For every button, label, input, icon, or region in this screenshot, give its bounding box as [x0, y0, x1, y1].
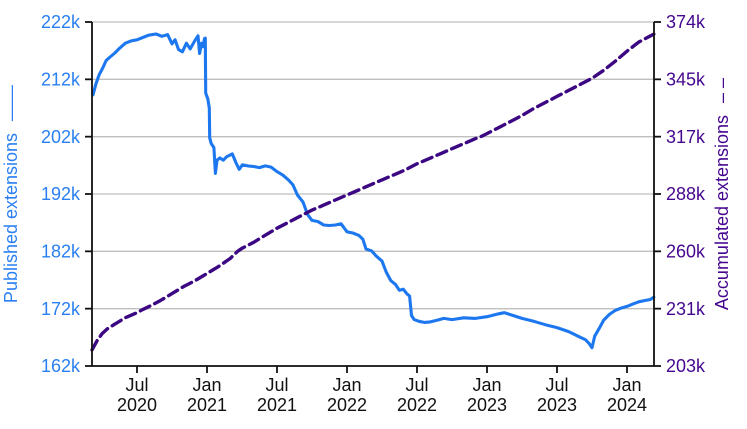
x-axis-tick-year: 2022: [327, 395, 367, 415]
dashed-line-legend-marker: – –: [712, 78, 732, 103]
x-axis-tick-year: 2023: [467, 395, 507, 415]
left-axis-title: Published extensions——: [1, 85, 21, 303]
x-axis-tick-month: Jul: [265, 375, 288, 395]
accumulated-extensions-line: [90, 32, 656, 352]
x-axis-tick-month: Jul: [125, 375, 148, 395]
tick-marks: [85, 21, 661, 373]
right-axis-tick-label: 231k: [666, 299, 706, 319]
gridlines: [92, 21, 654, 367]
left-axis-tick-label: 182k: [41, 242, 81, 262]
x-axis-tick-month: Jan: [612, 375, 641, 395]
x-axis-tick-year: 2021: [187, 395, 227, 415]
left-axis-tick-label: 202k: [41, 127, 81, 147]
x-axis-tick-year: 2023: [537, 395, 577, 415]
x-axis-tick-month: Jan: [192, 375, 221, 395]
x-axis-tick-year: 2024: [607, 395, 647, 415]
x-axis-tick-year: 2020: [117, 395, 157, 415]
solid-line-legend-marker: ——: [1, 85, 21, 121]
right-axis-tick-label: 203k: [666, 356, 706, 376]
right-axis-tick-label: 345k: [666, 70, 706, 90]
left-axis-tick-label: 222k: [41, 12, 81, 32]
x-axis-tick-year: 2022: [397, 395, 437, 415]
data-series: [90, 32, 656, 352]
right-axis-tick-label: 260k: [666, 242, 706, 262]
left-axis-tick-label: 212k: [41, 70, 81, 90]
published-extensions-line: [91, 32, 656, 350]
right-axis-tick-label: 288k: [666, 184, 706, 204]
x-axis-tick-month: Jul: [405, 375, 428, 395]
x-axis-tick-month: Jul: [545, 375, 568, 395]
right-axis-tick-label: 374k: [666, 12, 706, 32]
left-axis-tick-label: 192k: [41, 184, 81, 204]
x-axis-tick-month: Jan: [472, 375, 501, 395]
left-axis-tick-label: 172k: [41, 299, 81, 319]
x-axis-tick-year: 2021: [257, 395, 297, 415]
x-axis-tick-month: Jan: [332, 375, 361, 395]
right-axis-title: Accumulated extensions– –: [712, 78, 732, 310]
left-axis-tick-label: 162k: [41, 356, 81, 376]
right-axis-tick-label: 317k: [666, 127, 706, 147]
tick-labels: 222k 212k 202k 192k 182k 172k 162k 374k 345k 317k…: [41, 12, 706, 415]
